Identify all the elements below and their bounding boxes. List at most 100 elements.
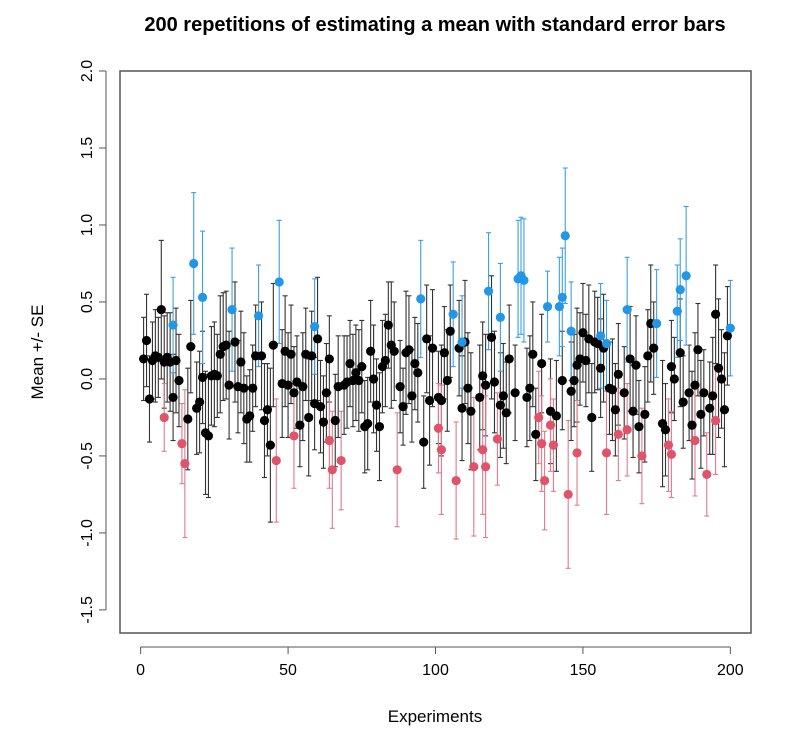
normal-point (224, 380, 234, 390)
normal-point (613, 369, 623, 379)
normal-point (466, 406, 476, 416)
normal-point (256, 351, 267, 361)
y-tick-label: 2.0 (79, 60, 96, 82)
below-point (690, 435, 700, 446)
normal-point (366, 346, 376, 356)
normal-point (363, 418, 373, 429)
normal-point (321, 388, 332, 398)
normal-point (289, 388, 299, 398)
above-point (168, 320, 178, 330)
normal-point (531, 429, 541, 439)
below-point (663, 440, 674, 450)
below-point (436, 445, 446, 455)
below-point (289, 431, 299, 441)
normal-point (581, 355, 591, 366)
normal-point (268, 340, 278, 350)
normal-point (354, 375, 364, 386)
normal-point (383, 320, 393, 330)
normal-point (596, 363, 606, 373)
normal-point (156, 305, 166, 315)
normal-point (389, 346, 399, 356)
x-tick-label: 50 (279, 662, 297, 679)
above-point (560, 231, 570, 241)
above-point (542, 301, 553, 312)
normal-point (640, 409, 650, 419)
normal-point (374, 422, 385, 432)
normal-point (699, 388, 709, 398)
y-tick-label: 0.0 (79, 368, 96, 390)
below-point (622, 425, 632, 435)
below-point (177, 439, 187, 449)
above-point (416, 294, 426, 304)
below-point (601, 448, 612, 458)
normal-point (212, 371, 222, 381)
normal-point (628, 406, 638, 416)
normal-point (239, 383, 249, 393)
y-tick-label: 1.5 (79, 137, 96, 159)
normal-point (649, 343, 659, 353)
below-point (478, 445, 488, 455)
normal-point (345, 358, 355, 369)
above-point (566, 326, 576, 336)
normal-point (324, 354, 334, 364)
below-point (563, 489, 573, 500)
y-tick-label: 0.5 (79, 291, 96, 313)
normal-point (197, 372, 208, 383)
normal-point (215, 349, 225, 359)
normal-point (666, 362, 676, 372)
x-tick-label: 150 (570, 662, 597, 679)
normal-point (711, 309, 721, 319)
normal-point (436, 395, 446, 406)
normal-point (265, 440, 275, 450)
normal-point (144, 394, 155, 404)
normal-point (380, 355, 390, 366)
normal-point (607, 385, 618, 395)
normal-point (307, 351, 317, 361)
above-point (557, 292, 567, 302)
normal-point (330, 415, 340, 426)
above-point (274, 277, 284, 287)
normal-point (708, 391, 718, 401)
normal-point (168, 392, 178, 403)
plot-area (138, 167, 735, 569)
below-point (271, 455, 281, 466)
normal-point (643, 351, 653, 361)
normal-point (404, 345, 414, 355)
below-point (572, 448, 582, 458)
normal-point (407, 391, 417, 401)
normal-point (501, 408, 511, 418)
normal-point (174, 375, 184, 386)
x-tick-label: 200 (717, 662, 744, 679)
chart-title: 200 repetitions of estimating a mean wit… (144, 14, 725, 36)
below-point (548, 440, 559, 450)
below-point (327, 465, 337, 475)
y-tick-label: -1.0 (79, 519, 96, 547)
above-point (519, 275, 529, 286)
below-point (451, 475, 461, 486)
above-point (189, 258, 199, 269)
normal-point (295, 420, 305, 430)
y-tick-label: -1.5 (79, 596, 96, 624)
normal-point (439, 348, 449, 358)
normal-point (304, 412, 314, 423)
normal-point (481, 380, 491, 390)
below-point (159, 412, 169, 423)
normal-point (419, 437, 429, 447)
normal-point (722, 331, 733, 341)
normal-point (351, 368, 361, 378)
normal-point (569, 375, 579, 386)
normal-point (245, 411, 255, 421)
above-point (681, 271, 691, 281)
above-point (227, 305, 237, 315)
normal-point (413, 368, 423, 378)
normal-point (669, 374, 679, 384)
x-axis-label: Experiments (388, 707, 482, 726)
y-axis: -1.5 -1.0 -0.5 0.0 0.5 1.0 1.5 2.0 (79, 60, 107, 624)
normal-point (186, 342, 196, 352)
above-point (725, 323, 735, 333)
normal-point (318, 417, 329, 427)
below-point (324, 435, 334, 446)
normal-point (463, 383, 473, 393)
normal-point (486, 332, 497, 342)
normal-point (427, 343, 438, 353)
